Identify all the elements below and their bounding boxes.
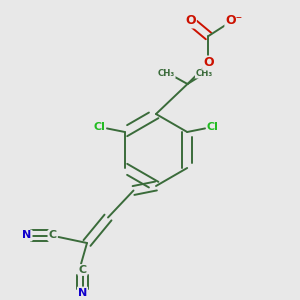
Text: C: C xyxy=(78,265,87,275)
Text: O: O xyxy=(185,14,196,28)
Text: O: O xyxy=(203,56,214,70)
Text: CH₃: CH₃ xyxy=(195,69,213,78)
Text: N: N xyxy=(22,230,32,241)
Text: N: N xyxy=(78,287,87,298)
Text: CH₃: CH₃ xyxy=(158,69,175,78)
Text: O⁻: O⁻ xyxy=(225,14,243,28)
Text: Cl: Cl xyxy=(207,122,219,132)
Text: C: C xyxy=(48,230,57,241)
Text: Cl: Cl xyxy=(93,122,105,132)
